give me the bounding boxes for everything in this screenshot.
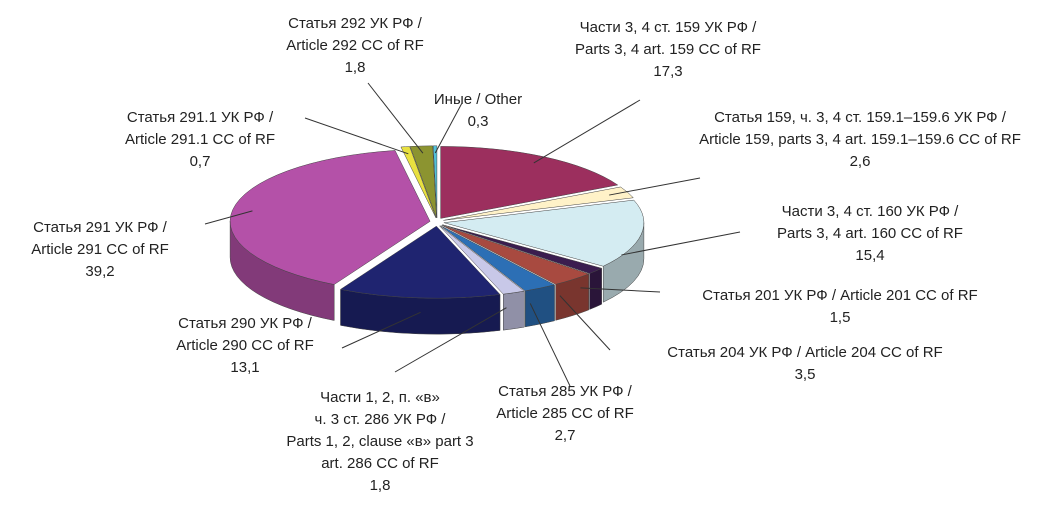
leader-line: [609, 177, 701, 196]
slice-label: Статья 291 УК РФ /: [33, 219, 168, 236]
slice: [440, 225, 556, 292]
leader-line: [529, 303, 571, 387]
value-label: 1,5: [830, 309, 851, 326]
value-label: 1,8: [370, 477, 391, 494]
value-label: 15,4: [855, 247, 884, 264]
slice-label: Article 292 CC of RF: [286, 37, 424, 54]
leader-line: [559, 295, 611, 351]
value-label: 39,2: [85, 263, 114, 280]
value-label: 17,3: [653, 63, 682, 80]
value-label: 2,6: [850, 153, 871, 170]
slice-label: Статья 201 УК РФ / Article 201 CC of RF: [702, 287, 977, 304]
leader-line: [341, 311, 421, 349]
leader-line: [533, 99, 641, 164]
value-label: 13,1: [230, 359, 259, 376]
slice: [432, 145, 438, 218]
leader-line: [434, 102, 463, 154]
slice-side: [524, 284, 555, 328]
slice-label: Article 159, parts 3, 4 art. 159.1–159.6…: [699, 131, 1021, 148]
slice-label: Статья 159, ч. 3, 4 ст. 159.1–159.6 УК Р…: [714, 109, 1007, 126]
slice-label: Статья 290 УК РФ /: [178, 315, 313, 332]
slice: [441, 224, 590, 285]
slice: [339, 225, 501, 299]
value-label: 2,7: [555, 427, 576, 444]
slice: [443, 186, 634, 221]
leader-line: [304, 117, 409, 155]
slice-label: Статья 292 УК РФ /: [288, 15, 423, 32]
slice-label: Статья 204 УК РФ / Article 204 CC of RF: [667, 344, 942, 361]
leader-line: [204, 210, 253, 225]
slice: [229, 150, 431, 285]
slice-label: art. 286 CC of RF: [321, 455, 439, 472]
slice-label: Parts 1, 2, clause «в» part 3: [286, 433, 473, 450]
slice-label: Article 285 CC of RF: [496, 405, 634, 422]
slice-label: Части 1, 2, п. «в»: [320, 389, 440, 406]
slice-label: Статья 291.1 УК РФ /: [127, 109, 274, 126]
slice: [409, 145, 437, 218]
slice-label: Иные / Other: [434, 91, 522, 108]
leader-line: [621, 231, 741, 256]
slice: [439, 225, 525, 295]
slice-label: Parts 3, 4 art. 160 CC of RF: [777, 225, 963, 242]
slice-label: Article 291.1 CC of RF: [125, 131, 275, 148]
value-label: 0,3: [468, 113, 489, 130]
slice-side: [503, 290, 525, 331]
slice: [400, 146, 437, 218]
slice-label: ч. 3 ст. 286 УК РФ /: [315, 411, 447, 428]
leader-line: [367, 82, 424, 154]
slice-label: Parts 3, 4 art. 159 CC of RF: [575, 41, 761, 58]
value-label: 1,8: [345, 59, 366, 76]
value-label: 3,5: [795, 366, 816, 383]
leader-line: [580, 287, 661, 293]
slice-label: Article 291 CC of RF: [31, 241, 169, 258]
slice-label: Статья 285 УК РФ /: [498, 383, 633, 400]
value-label: 0,7: [190, 153, 211, 170]
slice-label: Article 290 CC of RF: [176, 337, 314, 354]
slice: [443, 199, 645, 267]
slice-label: Части 3, 4 ст. 159 УК РФ /: [580, 19, 758, 36]
slice-label: Части 3, 4 ст. 160 УК РФ /: [782, 203, 960, 220]
leader-line: [394, 307, 507, 373]
slice: [442, 224, 603, 274]
